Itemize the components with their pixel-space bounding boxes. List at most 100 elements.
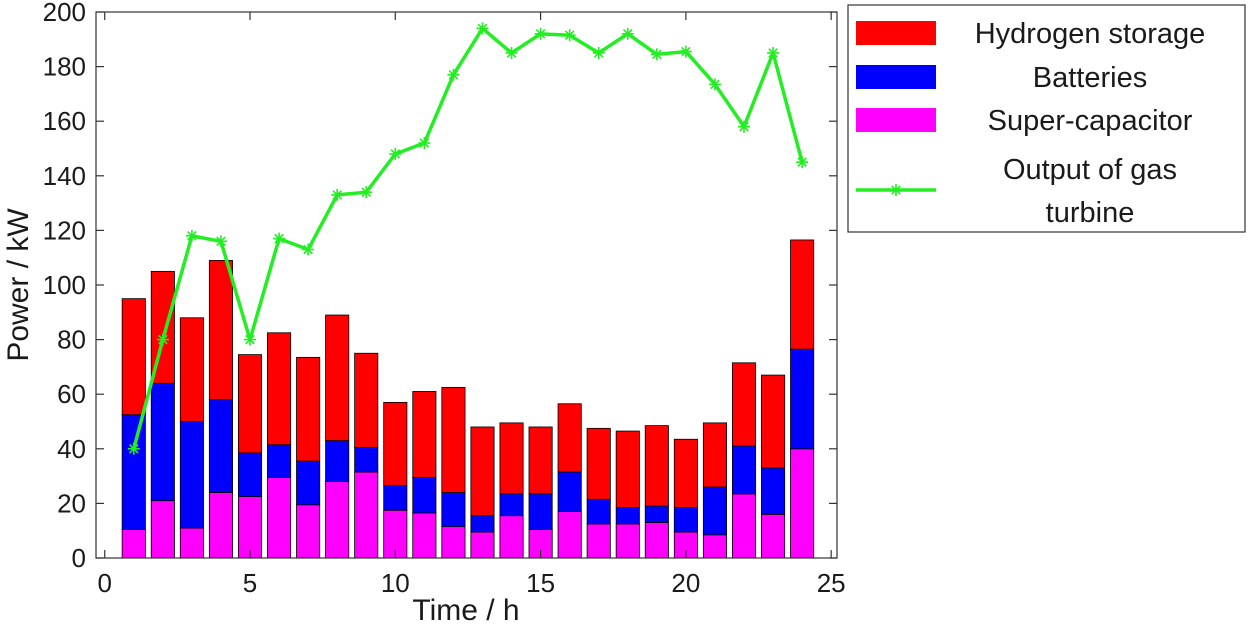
point-output-of-gas-turbine-12 — [447, 68, 460, 81]
point-output-of-gas-turbine-14 — [505, 46, 518, 59]
legend-swatch-batteries — [856, 65, 936, 89]
y-tick-label: 140 — [43, 161, 86, 191]
y-tick-label: 180 — [43, 52, 86, 82]
bar-batteries-8 — [325, 440, 350, 482]
bar-super-capacitor-18 — [615, 523, 640, 559]
y-tick-label: 40 — [57, 434, 86, 464]
bar-hydrogen-storage-19 — [644, 425, 669, 507]
bar-batteries-24 — [790, 348, 815, 450]
y-tick-label: 60 — [57, 379, 86, 409]
y-tick-label: 80 — [57, 325, 86, 355]
legend-label-gas-turbine: Output of gas turbine — [1003, 154, 1177, 229]
bar-hydrogen-storage-12 — [441, 386, 466, 493]
point-output-of-gas-turbine-16 — [563, 29, 576, 42]
bar-hydrogen-storage-17 — [586, 427, 611, 500]
bar-hydrogen-storage-22 — [731, 362, 757, 447]
line-output-of-gas-turbine — [132, 26, 804, 450]
bar-batteries-17 — [586, 498, 611, 525]
bar-hydrogen-storage-1 — [121, 298, 146, 416]
bar-hydrogen-storage-8 — [325, 314, 350, 442]
point-output-of-gas-turbine-13 — [476, 22, 489, 35]
bar-batteries-13 — [470, 515, 495, 533]
y-tick-label: 20 — [57, 488, 86, 518]
bar-hydrogen-storage-9 — [354, 352, 379, 448]
point-output-of-gas-turbine-2 — [156, 333, 169, 346]
bar-hydrogen-storage-11 — [412, 391, 437, 478]
bar-super-capacitor-2 — [150, 500, 175, 559]
x-tick-label: 10 — [381, 568, 410, 598]
bar-super-capacitor-6 — [267, 477, 292, 559]
bar-hydrogen-storage-20 — [673, 438, 698, 508]
point-output-of-gas-turbine-5 — [244, 333, 257, 346]
bar-hydrogen-storage-3 — [179, 317, 204, 422]
bar-batteries-9 — [354, 447, 379, 473]
bar-hydrogen-storage-21 — [702, 422, 727, 488]
bar-super-capacitor-24 — [790, 448, 815, 559]
point-output-of-gas-turbine-23 — [767, 46, 780, 59]
bar-hydrogen-storage-4 — [208, 260, 233, 401]
bar-super-capacitor-4 — [208, 492, 233, 559]
bar-batteries-19 — [644, 505, 669, 523]
point-output-of-gas-turbine-19 — [650, 48, 663, 61]
bar-batteries-1 — [121, 414, 146, 530]
line-series-group — [127, 22, 809, 455]
point-output-of-gas-turbine-11 — [418, 137, 431, 150]
bar-batteries-11 — [412, 477, 437, 514]
bar-batteries-23 — [761, 467, 786, 515]
point-output-of-gas-turbine-22 — [738, 120, 751, 133]
point-output-of-gas-turbine-7 — [302, 243, 315, 256]
x-tick-label: 20 — [671, 568, 700, 598]
bar-super-capacitor-11 — [412, 512, 437, 559]
bar-batteries-22 — [731, 445, 757, 495]
legend: Hydrogen storage Batteries Super-capacitor… — [847, 4, 1246, 233]
x-axis-title: Time / h — [412, 594, 519, 626]
point-output-of-gas-turbine-9 — [360, 186, 373, 199]
bar-batteries-6 — [267, 444, 292, 478]
bar-super-capacitor-7 — [296, 504, 321, 559]
bar-batteries-20 — [673, 507, 698, 533]
bar-super-capacitor-17 — [586, 523, 611, 559]
bar-hydrogen-storage-24 — [790, 239, 815, 350]
point-output-of-gas-turbine-18 — [621, 27, 634, 40]
bar-super-capacitor-8 — [325, 481, 350, 559]
bar-batteries-15 — [528, 493, 553, 530]
legend-label-super-capacitor: Super-capacitor — [988, 105, 1193, 137]
bar-hydrogen-storage-6 — [267, 332, 292, 446]
y-tick-label: 0 — [72, 543, 86, 573]
point-output-of-gas-turbine-1 — [127, 442, 140, 455]
point-output-of-gas-turbine-17 — [592, 46, 605, 59]
x-tick-label: 0 — [97, 568, 111, 598]
bar-super-capacitor-9 — [354, 471, 379, 559]
bar-super-capacitor-13 — [470, 531, 495, 559]
legend-swatch-hydrogen-storage — [856, 21, 936, 45]
bar-super-capacitor-12 — [441, 526, 466, 559]
bar-hydrogen-storage-16 — [557, 403, 582, 473]
bar-batteries-7 — [296, 460, 321, 506]
y-tick-label: 120 — [43, 215, 86, 245]
bar-batteries-14 — [499, 493, 524, 517]
y-tick-label: 100 — [43, 270, 86, 300]
bar-hydrogen-storage-7 — [296, 356, 321, 462]
bar-hydrogen-storage-10 — [383, 401, 408, 487]
bar-hydrogen-storage-23 — [761, 374, 786, 469]
point-output-of-gas-turbine-4 — [214, 235, 227, 248]
point-output-of-gas-turbine-6 — [273, 232, 286, 245]
y-tick-label: 200 — [43, 0, 86, 27]
y-axis-ticks: 0 20 40 60 80 100 120 140 160 180 200 — [43, 0, 837, 573]
bar-super-capacitor-19 — [644, 522, 669, 559]
bar-hydrogen-storage-15 — [528, 426, 553, 495]
bar-batteries-12 — [441, 492, 466, 528]
point-output-of-gas-turbine-20 — [679, 45, 692, 58]
legend-swatch-marker — [890, 184, 902, 196]
y-tick-label: 160 — [43, 106, 86, 136]
point-output-of-gas-turbine-10 — [389, 147, 402, 160]
bar-super-capacitor-21 — [702, 534, 727, 559]
bar-batteries-4 — [208, 399, 233, 493]
bar-batteries-2 — [150, 382, 175, 502]
point-output-of-gas-turbine-15 — [534, 27, 547, 40]
x-tick-label: 25 — [817, 568, 846, 598]
point-output-of-gas-turbine-24 — [796, 156, 809, 169]
legend-label-hydrogen-storage: Hydrogen storage — [975, 18, 1206, 50]
y-axis-title: Power / kW — [2, 208, 35, 362]
bar-super-capacitor-14 — [499, 515, 524, 559]
